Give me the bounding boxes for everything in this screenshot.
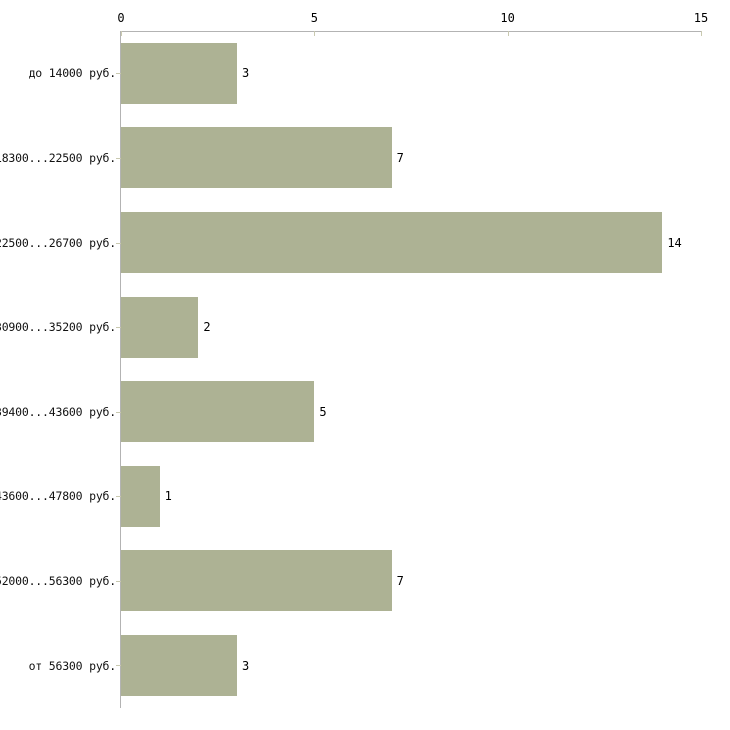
y-axis-tick-mark xyxy=(116,496,121,497)
y-axis-tick-mark xyxy=(116,158,121,159)
x-axis-tick-mark xyxy=(701,31,702,36)
bar-value-label: 7 xyxy=(396,150,404,165)
category-label: до 14000 руб. xyxy=(28,66,117,81)
y-axis-tick-mark xyxy=(116,73,121,74)
x-axis-tick-label: 5 xyxy=(310,11,318,25)
x-axis-line xyxy=(120,31,701,32)
x-axis-tick-label: 10 xyxy=(500,11,515,25)
bar-value-label: 7 xyxy=(396,573,404,588)
category-label: от 56300 руб. xyxy=(28,658,117,673)
y-axis-tick-mark xyxy=(116,581,121,582)
bar-value-label: 5 xyxy=(319,404,327,419)
bar-value-label: 2 xyxy=(203,320,211,335)
y-axis-tick-mark xyxy=(116,243,121,244)
bar xyxy=(121,465,160,527)
y-axis-tick-mark xyxy=(116,665,121,666)
bar xyxy=(121,127,392,189)
category-label: 39400...43600 руб. xyxy=(0,404,116,419)
category-label: 43600...47800 руб. xyxy=(0,489,116,504)
x-axis-tick-mark xyxy=(314,31,316,36)
y-axis-line xyxy=(120,31,121,708)
category-label: 30900...35200 руб. xyxy=(0,320,116,335)
bar xyxy=(121,550,392,612)
bar-value-label: 1 xyxy=(164,489,172,504)
bar-value-label: 3 xyxy=(242,658,250,673)
bar xyxy=(121,296,199,358)
category-label: 22500...26700 руб. xyxy=(0,235,116,250)
bar xyxy=(121,635,237,696)
bar-value-label: 3 xyxy=(242,66,250,81)
x-axis-tick-label: 15 xyxy=(693,11,709,25)
x-axis-tick-mark xyxy=(121,31,122,36)
bar xyxy=(121,381,315,443)
bar xyxy=(121,212,663,273)
y-axis-tick-mark xyxy=(116,327,121,328)
bar xyxy=(121,42,237,104)
y-axis-tick-mark xyxy=(116,412,121,413)
category-label: 52000...56300 руб. xyxy=(0,573,116,588)
bar-value-label: 14 xyxy=(667,235,682,250)
x-axis-tick-mark xyxy=(507,31,509,36)
category-label: 18300...22500 руб. xyxy=(0,150,116,165)
x-axis-tick-label: 0 xyxy=(117,11,125,25)
